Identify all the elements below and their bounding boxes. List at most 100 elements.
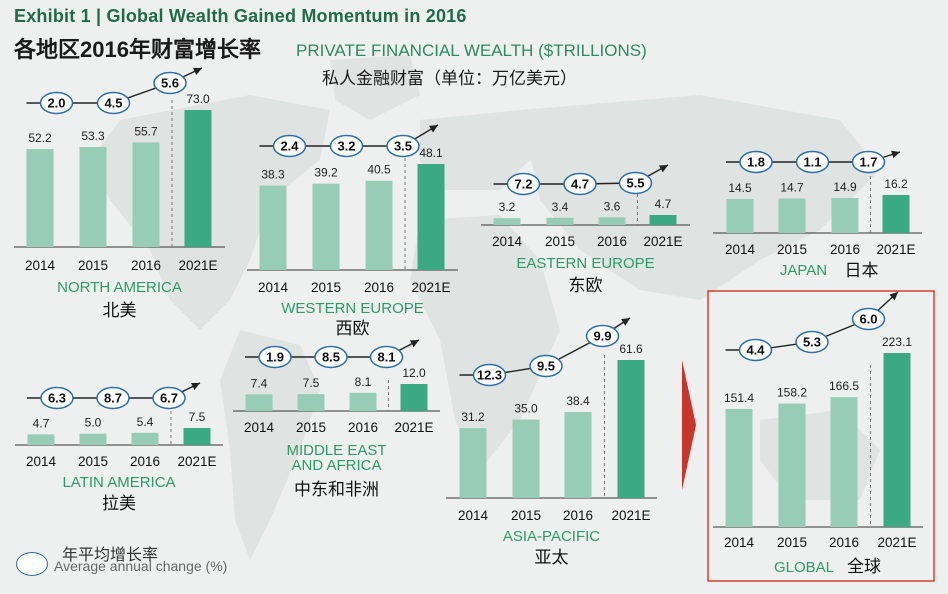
growth-rate-label: 6.0: [859, 312, 877, 327]
bar: [79, 433, 107, 445]
growth-rate-label: 9.5: [537, 359, 555, 374]
growth-rate-oval: [39, 91, 74, 115]
tick-label: 2021E: [611, 508, 650, 523]
value-label: 48.1: [419, 146, 443, 160]
trend-arrowhead: [659, 165, 668, 173]
growth-rate-label: 8.5: [322, 350, 340, 365]
bar: [459, 428, 487, 498]
bar: [312, 183, 340, 270]
growth-rate-oval: [739, 150, 773, 174]
growth-rate-oval: [851, 150, 886, 174]
bar: [726, 198, 754, 233]
bar: [493, 218, 521, 225]
value-label: 166.5: [829, 379, 859, 393]
bar: [131, 432, 159, 445]
tick-label: 2016: [563, 508, 593, 523]
value-label: 53.3: [81, 129, 105, 143]
region-label-cn: 拉美: [102, 494, 136, 513]
growth-rate-oval: [851, 307, 886, 331]
region-label-en: ASIA-PACIFIC: [503, 528, 600, 545]
growth-rate-label: 1.8: [747, 155, 765, 170]
value-label: 7.4: [251, 376, 268, 390]
growth-rate-oval: [563, 172, 597, 196]
bar: [725, 408, 753, 527]
bar: [883, 353, 911, 527]
chinese-title: 各地区2016年财富增长率: [14, 37, 261, 62]
value-label: 5.0: [85, 416, 102, 430]
trend-arrowhead: [889, 292, 898, 301]
value-label: 14.5: [728, 181, 752, 195]
growth-rate-oval: [369, 345, 404, 369]
value-label: 38.4: [566, 394, 590, 408]
map-greenland: [330, 55, 420, 120]
region-label-cn: 日本: [845, 261, 879, 280]
bar: [349, 392, 377, 411]
value-label: 14.9: [833, 180, 857, 194]
bar: [27, 434, 55, 445]
value-label: 55.7: [134, 124, 158, 138]
growth-rate-label: 1.9: [266, 350, 284, 365]
value-label: 14.7: [780, 181, 804, 195]
bar: [259, 185, 287, 270]
trend-arrowhead: [621, 318, 630, 326]
region-label-en: NORTH AMERICA: [57, 279, 182, 296]
tick-label: 2021E: [877, 535, 916, 550]
tick-label: 2015: [78, 258, 108, 273]
bar: [297, 394, 325, 411]
growth-rate-label: 12.3: [477, 368, 502, 383]
growth-rate-oval: [329, 134, 364, 158]
map-africa: [410, 215, 560, 470]
value-label: 5.4: [137, 415, 154, 429]
region-label-en-line2: AND AFRICA: [291, 457, 381, 474]
growth-rate-oval: [585, 324, 620, 348]
bar: [778, 403, 806, 527]
tick-label: 2021E: [643, 234, 682, 249]
growth-rate-label: 8.7: [104, 391, 122, 406]
legend-oval-icon: [16, 552, 48, 576]
value-label: 35.0: [514, 402, 538, 416]
tick-label: 2021E: [394, 420, 433, 435]
region-label-en: JAPAN: [780, 262, 827, 279]
growth-rate-label: 7.2: [514, 177, 532, 192]
map-asia: [520, 95, 880, 300]
region-label-en: GLOBAL: [774, 559, 834, 576]
growth-rate-oval: [152, 386, 186, 410]
growth-rate-oval: [272, 134, 307, 158]
growth-rate-oval: [472, 363, 507, 387]
region-label-en: MIDDLE EAST: [286, 442, 386, 459]
growth-rate-oval: [506, 172, 541, 196]
tick-label: 2015: [777, 535, 807, 550]
bar: [617, 360, 645, 498]
bar: [26, 149, 54, 247]
growth-rate-oval: [795, 150, 830, 174]
growth-rate-label: 2.4: [280, 139, 299, 154]
value-label: 7.5: [303, 376, 320, 390]
bar: [830, 397, 858, 527]
growth-rate-oval: [738, 338, 773, 362]
bar: [132, 142, 160, 247]
value-label: 12.0: [402, 366, 426, 380]
region-label-cn: 北美: [103, 301, 137, 320]
value-label: 4.7: [655, 197, 672, 211]
region-label-en: EASTERN EUROPE: [516, 255, 654, 272]
legend-label-cn: 年平均增长率: [62, 547, 159, 564]
bar: [564, 411, 592, 498]
growth-rate-oval: [386, 134, 420, 158]
trend-arrowhead: [191, 383, 200, 391]
tick-label: 2016: [830, 242, 860, 257]
exhibit-title: Exhibit 1 | Global Wealth Gained Momentu…: [14, 6, 467, 26]
growth-rate-label: 8.1: [377, 350, 395, 365]
global-highlight-box: [707, 290, 935, 582]
value-label: 223.1: [882, 335, 912, 349]
tick-label: 2014: [458, 508, 489, 523]
value-label: 7.5: [189, 410, 206, 424]
tick-label: 2016: [130, 454, 160, 469]
growth-rate-label: 5.3: [803, 335, 821, 350]
tick-label: 2015: [78, 454, 108, 469]
region-label-cn: 中东和非洲: [294, 480, 379, 499]
tick-label: 2016: [364, 280, 394, 295]
tick-label: 2016: [348, 420, 378, 435]
value-label: 4.7: [33, 416, 50, 430]
value-label: 3.4: [552, 200, 569, 214]
tick-label: 2015: [545, 234, 575, 249]
